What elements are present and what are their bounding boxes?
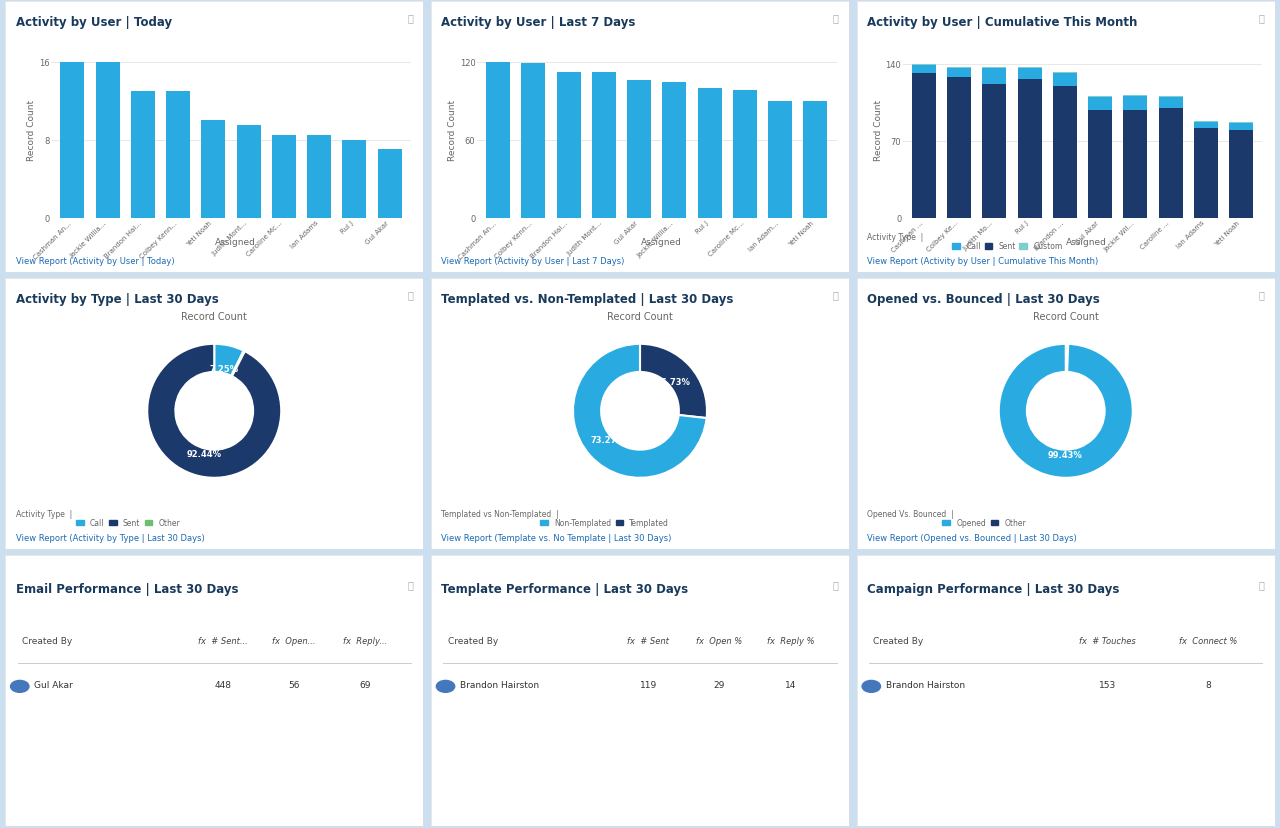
Legend: Call, Sent, Other: Call, Sent, Other [77,518,180,527]
Text: Record Count: Record Count [1033,311,1098,321]
Text: Activity Type  |: Activity Type | [15,509,72,518]
Text: View Report (Activity by Type | Last 30 Days): View Report (Activity by Type | Last 30 … [15,533,205,542]
Text: Assigned: Assigned [1066,238,1107,247]
Text: fx  Reply...: fx Reply... [343,637,387,646]
Text: Templated vs Non-Templated  |: Templated vs Non-Templated | [442,509,559,518]
Text: Templated vs. Non-Templated | Last 30 Days: Templated vs. Non-Templated | Last 30 Da… [442,292,733,306]
Text: Template Performance | Last 30 Days: Template Performance | Last 30 Days [442,583,689,595]
Text: fx  # Touches: fx # Touches [1079,637,1135,646]
Text: 119: 119 [640,680,657,689]
Text: ⤢: ⤢ [833,580,838,590]
Text: ⤢: ⤢ [833,290,838,300]
Text: Created By: Created By [22,637,72,646]
Text: 153: 153 [1100,680,1116,689]
Text: View Report (Template vs. No Template | Last 30 Days): View Report (Template vs. No Template | … [442,533,672,542]
Text: 14: 14 [785,680,796,689]
Legend: Opened, Other: Opened, Other [942,518,1027,527]
Text: Brandon Hairston: Brandon Hairston [460,680,539,689]
Text: 56: 56 [288,680,300,689]
Text: ⤢: ⤢ [1258,13,1265,23]
Text: 448: 448 [214,680,232,689]
Legend: Non-Templated, Templated: Non-Templated, Templated [540,518,669,527]
Text: fx  Reply %: fx Reply % [767,637,814,646]
Text: 29: 29 [714,680,726,689]
Text: ⤢: ⤢ [1258,290,1265,300]
Text: Email Performance | Last 30 Days: Email Performance | Last 30 Days [15,583,238,595]
Text: 69: 69 [360,680,370,689]
Text: Activity by User | Last 7 Days: Activity by User | Last 7 Days [442,16,636,29]
Text: Assigned: Assigned [215,238,256,247]
Text: View Report (Activity by User | Today): View Report (Activity by User | Today) [15,257,174,266]
Text: Activity by User | Cumulative This Month: Activity by User | Cumulative This Month [867,16,1138,29]
Text: fx  Open...: fx Open... [271,637,315,646]
Text: ⤢: ⤢ [407,13,413,23]
Text: ⤢: ⤢ [407,580,413,590]
Text: Record Count: Record Count [182,311,247,321]
Text: ⤢: ⤢ [407,290,413,300]
Text: 8: 8 [1204,680,1211,689]
Text: Campaign Performance | Last 30 Days: Campaign Performance | Last 30 Days [867,583,1120,595]
Circle shape [863,681,881,692]
Text: Activity Type  |: Activity Type | [867,233,923,241]
Text: Gul Akar: Gul Akar [35,680,73,689]
Text: View Report (Opened vs. Bounced | Last 30 Days): View Report (Opened vs. Bounced | Last 3… [867,533,1076,542]
Text: View Report (Activity by User | Cumulative This Month): View Report (Activity by User | Cumulati… [867,257,1098,266]
Text: Brandon Hairston: Brandon Hairston [886,680,965,689]
Text: fx  # Sent: fx # Sent [627,637,669,646]
Text: View Report (Activity by User | Last 7 Days): View Report (Activity by User | Last 7 D… [442,257,625,266]
Text: Activity by Type | Last 30 Days: Activity by Type | Last 30 Days [15,292,219,306]
Text: Record Count: Record Count [607,311,673,321]
Text: Activity by User | Today: Activity by User | Today [15,16,172,29]
Legend: Call, Sent, Custom: Call, Sent, Custom [952,242,1062,251]
Text: fx  Connect %: fx Connect % [1179,637,1238,646]
Text: fx  # Sent...: fx # Sent... [197,637,247,646]
Circle shape [436,681,454,692]
Text: Assigned: Assigned [640,238,681,247]
Text: ⤢: ⤢ [1258,580,1265,590]
Circle shape [10,681,29,692]
Text: fx  Open %: fx Open % [696,637,742,646]
Text: ⤢: ⤢ [833,13,838,23]
Text: Opened Vs. Bounced  |: Opened Vs. Bounced | [867,509,954,518]
Text: Created By: Created By [873,637,924,646]
Text: Created By: Created By [448,637,498,646]
Text: Opened vs. Bounced | Last 30 Days: Opened vs. Bounced | Last 30 Days [867,292,1100,306]
